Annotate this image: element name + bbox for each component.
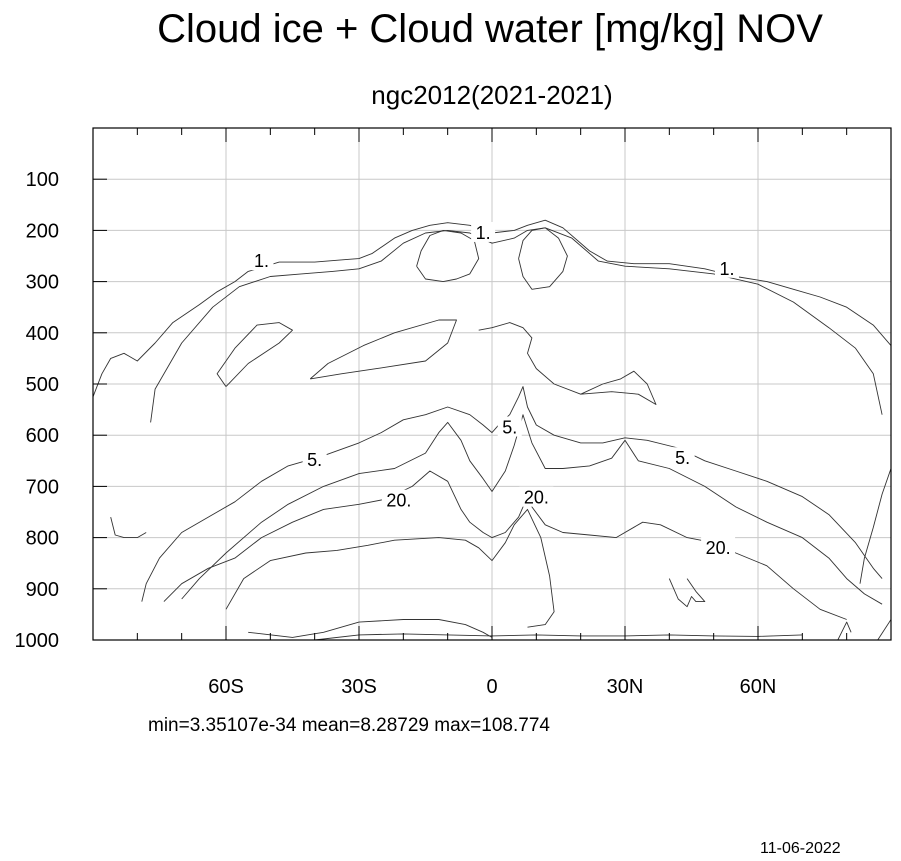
- contour-label-bg: [670, 447, 695, 468]
- contour-label: 1.: [476, 223, 491, 243]
- contour-label-bg: [249, 250, 274, 271]
- y-tick-label: 700: [26, 476, 59, 498]
- y-tick-label: 900: [26, 579, 59, 601]
- contour-line-20: [877, 619, 892, 641]
- contour-label: 5.: [675, 448, 690, 468]
- contour-label: 20.: [706, 538, 731, 558]
- contour-line-20: [668, 578, 706, 608]
- x-tick-label: 0: [486, 676, 497, 698]
- contour-line-5: [141, 386, 883, 602]
- contour-label-bg: [714, 257, 739, 278]
- x-tick-label: 60N: [740, 676, 777, 698]
- x-tick-label: 30N: [607, 676, 644, 698]
- contour-line-1: [216, 322, 293, 387]
- contour-line-1: [309, 319, 457, 380]
- contour-labels: 1. 1. 1. 5. 5. 5. 20. 20. 20.: [249, 221, 739, 558]
- y-tick-label: 400: [26, 323, 59, 345]
- x-tick-label: 60S: [208, 676, 244, 698]
- plot-frame: [92, 127, 892, 641]
- y-tick-label: 300: [26, 272, 59, 294]
- stats-text: min=3.35107e-34 mean=8.28729 max=108.774: [148, 715, 550, 736]
- contour-label-bg: [471, 221, 496, 242]
- contour-label-bg: [497, 416, 522, 437]
- contour-label: 5.: [502, 418, 517, 438]
- y-tick-label: 600: [26, 425, 59, 447]
- date-stamp: 11-06-2022: [760, 840, 841, 857]
- contour-line-20: [110, 516, 147, 539]
- contour-line-20: [225, 508, 555, 628]
- y-tick-label: 800: [26, 528, 59, 550]
- contour-label: 20.: [386, 491, 411, 511]
- y-tick-label: 1000: [15, 630, 60, 652]
- contour-label: 5.: [307, 450, 322, 470]
- chart-title: Cloud ice + Cloud water [mg/kg] NOV: [157, 7, 823, 51]
- contour-line-1: [518, 227, 568, 290]
- contour-label: 1.: [719, 259, 734, 279]
- y-tick-label: 200: [26, 220, 59, 242]
- chart-subtitle: ngc2012(2021-2021): [371, 80, 612, 110]
- contour-line-20: [314, 633, 803, 641]
- contour-label-bg: [519, 486, 554, 507]
- contour-line-20: [163, 470, 847, 620]
- contour-label-bg: [701, 536, 736, 557]
- axis-ticks: 60S 30S 0 30N 60N 100 200 300 400 500 600 700 800 900…: [15, 128, 848, 698]
- contour-line-5: [181, 414, 883, 605]
- contour-label: 1.: [254, 251, 269, 271]
- y-tick-label: 500: [26, 374, 59, 396]
- x-tick-label: 30S: [341, 676, 377, 698]
- grid-lines: [93, 128, 891, 640]
- contour-label: 20.: [524, 488, 549, 508]
- y-tick-label: 100: [26, 169, 59, 191]
- contour-line-1: [150, 227, 883, 423]
- contour-line-20: [837, 621, 852, 641]
- contour-line-20: [248, 619, 493, 638]
- contour-label-bg: [302, 448, 327, 469]
- contour-label-bg: [381, 489, 416, 510]
- contour-line-1: [416, 229, 480, 283]
- contour-line-1: [478, 322, 657, 405]
- contour-line-20: [859, 468, 892, 584]
